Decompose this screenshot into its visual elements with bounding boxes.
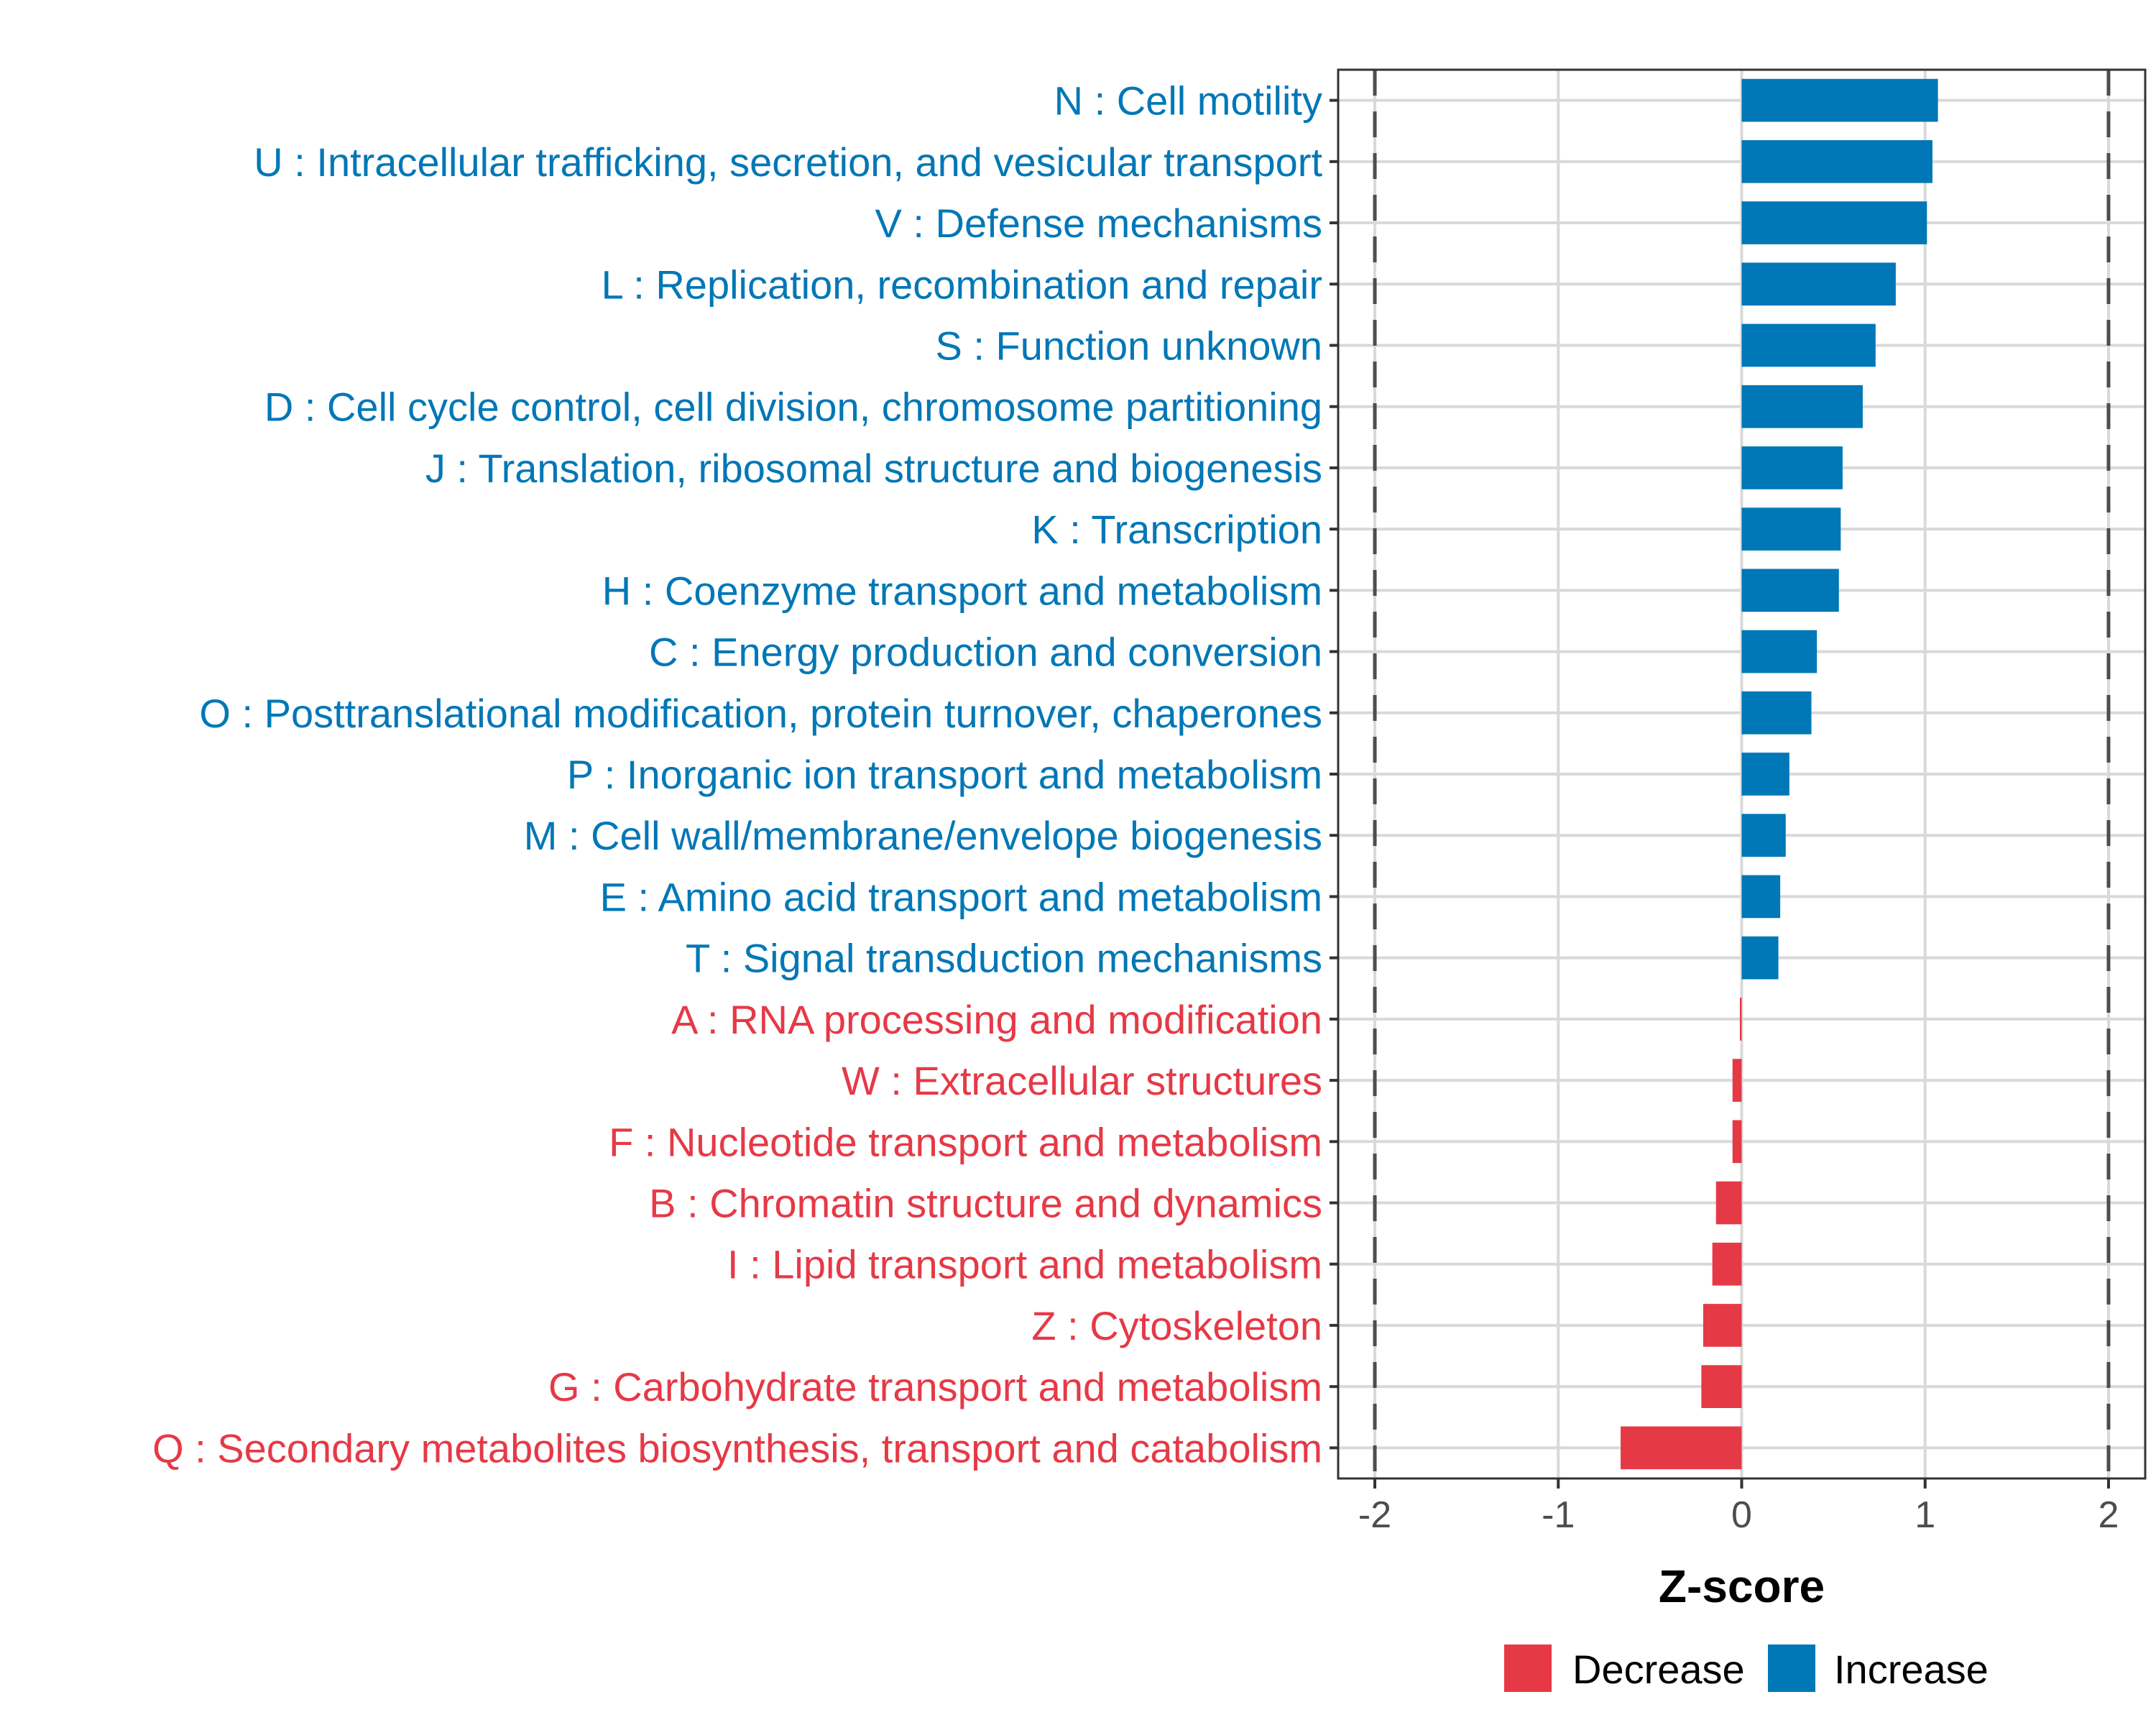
y-tick-label: M : Cell wall/membrane/envelope biogenes… [524, 813, 1322, 858]
y-tick-label: P : Inorganic ion transport and metaboli… [567, 752, 1322, 797]
bar [1741, 78, 1938, 122]
y-tick-label: O : Posttranslational modification, prot… [199, 691, 1322, 736]
bar [1741, 691, 1812, 735]
y-tick-label: D : Cell cycle control, cell division, c… [264, 385, 1322, 430]
legend-label-increase: Increase [1834, 1647, 1989, 1692]
legend-swatch-decrease [1504, 1644, 1552, 1692]
bar [1621, 1426, 1742, 1470]
bar [1741, 140, 1932, 183]
x-tick-label: -1 [1542, 1494, 1575, 1536]
bar [1741, 814, 1786, 857]
y-tick-label: H : Coenzyme transport and metabolism [602, 568, 1322, 613]
bar [1741, 262, 1896, 306]
y-tick-label: T : Signal transduction mechanisms [686, 936, 1322, 981]
bar [1741, 936, 1779, 980]
x-tick-label: 1 [1915, 1494, 1935, 1536]
bar [1741, 507, 1841, 551]
bar [1741, 323, 1876, 367]
y-tick-label: U : Intracellular trafficking, secretion… [254, 139, 1322, 185]
bar [1741, 201, 1927, 244]
y-tick-label: J : Translation, ribosomal structure and… [425, 446, 1322, 491]
legend-label-decrease: Decrease [1572, 1647, 1745, 1692]
legend: Decrease Increase [1504, 1644, 1989, 1692]
x-axis-ticks: -2 -1 0 1 2 [1358, 1478, 2119, 1536]
bar [1739, 998, 1742, 1041]
x-axis-title: Z-score [1659, 1560, 1825, 1612]
y-tick-label: A : RNA processing and modification [671, 997, 1322, 1042]
reference-lines [1373, 70, 2111, 1478]
legend-swatch-increase [1768, 1644, 1815, 1692]
x-tick-label: 0 [1731, 1494, 1752, 1536]
bar [1741, 385, 1863, 428]
bar [1715, 1181, 1742, 1225]
y-tick-label: C : Energy production and conversion [649, 630, 1322, 675]
y-tick-label: E : Amino acid transport and metabolism [600, 874, 1322, 919]
y-tick-label: K : Transcription [1031, 507, 1322, 552]
y-tick-label: V : Defense mechanisms [875, 201, 1322, 246]
bar [1732, 1120, 1742, 1164]
y-tick-label: N : Cell motility [1054, 78, 1322, 124]
bar [1741, 446, 1843, 489]
bar [1741, 753, 1789, 796]
y-tick-label: B : Chromatin structure and dynamics [649, 1181, 1322, 1226]
y-tick-label: S : Function unknown [935, 323, 1322, 368]
y-axis-labels: N : Cell motility U : Intracellular traff… [152, 78, 1338, 1471]
y-tick-label: Q : Secondary metabolites biosynthesis, … [152, 1425, 1322, 1471]
bar [1732, 1059, 1742, 1102]
y-tick-label: W : Extracellular structures [842, 1058, 1322, 1103]
bar [1701, 1365, 1742, 1408]
y-tick-label: G : Carbohydrate transport and metabolis… [548, 1364, 1322, 1409]
bar [1741, 630, 1818, 673]
bar [1712, 1242, 1742, 1286]
bars-layer [1621, 78, 1938, 1470]
bar [1741, 875, 1781, 919]
bar [1741, 569, 1839, 612]
x-tick-label: 2 [2098, 1494, 2119, 1536]
y-tick-label: Z : Cytoskeleton [1031, 1303, 1322, 1348]
y-tick-label: L : Replication, recombination and repai… [602, 262, 1322, 307]
x-tick-label: -2 [1358, 1494, 1391, 1536]
bar [1703, 1304, 1742, 1347]
y-tick-label: I : Lipid transport and metabolism [727, 1242, 1322, 1287]
y-tick-label: F : Nucleotide transport and metabolism [609, 1119, 1322, 1164]
